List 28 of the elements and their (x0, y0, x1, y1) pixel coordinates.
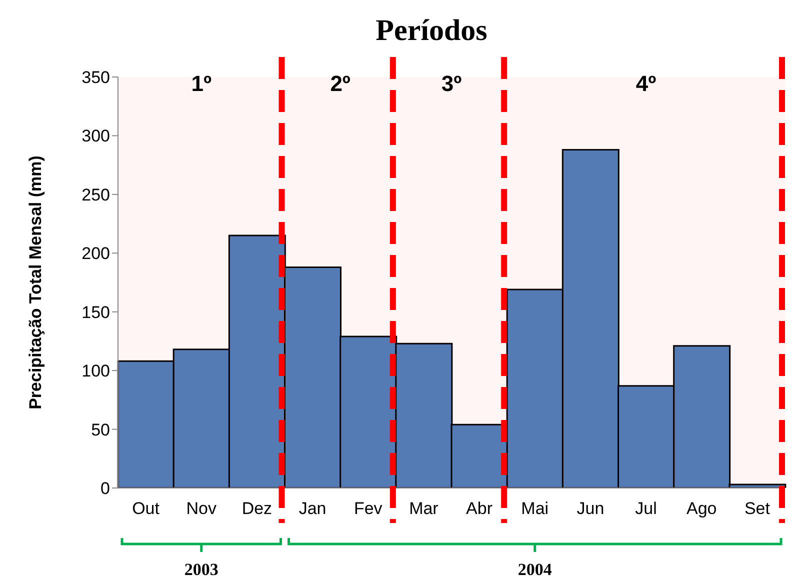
y-tick-label: 250 (82, 185, 110, 204)
chart-title: Períodos (376, 14, 488, 47)
band-label: 1º (191, 71, 212, 96)
band-label: 3º (441, 71, 462, 96)
x-tick-label: Mai (521, 499, 549, 518)
x-tick-label: Nov (186, 499, 217, 518)
x-tick-label: Mar (409, 499, 439, 518)
annotation: 2004 (518, 560, 552, 579)
x-tick-label: Jan (298, 499, 326, 518)
y-tick-label: 300 (82, 126, 110, 146)
y-tick-label: 350 (82, 68, 110, 88)
y-tick-label: 200 (82, 244, 110, 264)
band-label: 2º (330, 71, 350, 96)
x-tick-label: Fev (354, 499, 383, 518)
x-tick-label: Abr (466, 499, 493, 518)
y-tick-label: 0 (100, 479, 110, 498)
annotation: 2003 (184, 560, 218, 579)
band-label: 4º (636, 71, 656, 96)
x-tick-label: Jul (635, 499, 657, 518)
x-tick-label: Set (744, 499, 770, 518)
y-axis-title: Precipitação Total Mensal (mm) (26, 156, 45, 410)
y-tick-label: 50 (91, 420, 110, 440)
x-tick-label: Out (132, 499, 160, 518)
x-tick-label: Jun (576, 499, 604, 518)
y-tick-label: 100 (82, 362, 110, 381)
x-tick-label: Ago (686, 499, 717, 518)
x-tick-label: Dez (242, 499, 272, 518)
y-tick-label: 150 (82, 302, 110, 322)
